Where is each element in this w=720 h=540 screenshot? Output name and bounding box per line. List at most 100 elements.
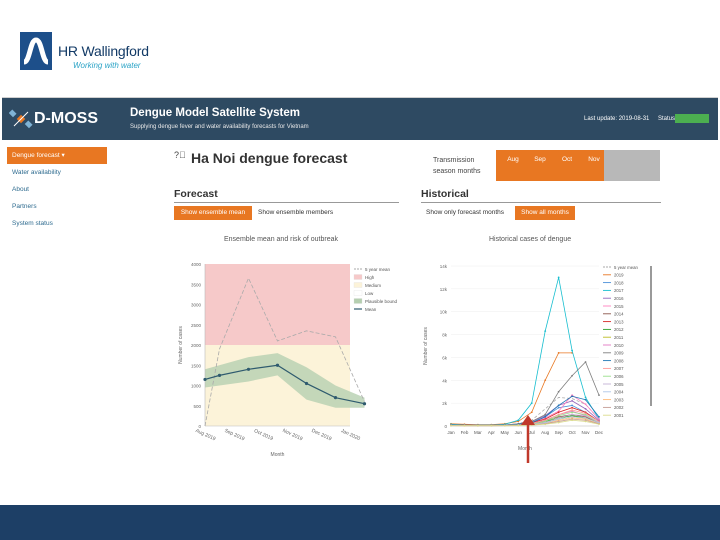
nav-item-about[interactable]: About — [12, 186, 29, 193]
company-name: HR Wallingford — [58, 43, 149, 59]
forecast-x-tick-label: Nov 2019 — [281, 428, 303, 443]
month-button-empty-2[interactable] — [632, 150, 660, 181]
history-point — [571, 411, 573, 414]
history-point — [571, 404, 573, 407]
history-point — [530, 402, 533, 405]
history-point — [584, 396, 587, 399]
history-point — [503, 424, 506, 427]
app-subtitle: Supplying dengue fever and water availab… — [130, 124, 309, 130]
slide-footer-band — [0, 505, 720, 540]
history-point — [571, 349, 573, 352]
history-point — [530, 411, 533, 414]
history-point — [571, 374, 573, 377]
forecast-divider — [174, 202, 399, 203]
history-legend-label: 2002 — [614, 405, 624, 410]
history-x-tick-label: May — [501, 430, 510, 435]
legend-label: Plausible bound — [365, 299, 398, 304]
mean-point — [203, 377, 207, 382]
history-legend-label: 2013 — [614, 319, 624, 324]
forecast-y-tick-label: 1000 — [191, 384, 202, 389]
history-point — [571, 406, 573, 409]
series-line-5-year-mean — [204, 277, 365, 427]
history-point — [517, 419, 520, 422]
history-point — [571, 409, 573, 411]
history-point — [557, 276, 560, 279]
history-point — [517, 424, 520, 427]
history-point — [598, 423, 600, 426]
nav-item-partners[interactable]: Partners — [12, 203, 37, 210]
mean-point — [217, 373, 222, 377]
help-circle-icon[interactable]: ?⃝ — [174, 150, 186, 160]
history-x-tick-label: Oct — [569, 430, 577, 435]
show-all-months-button[interactable]: Show all months — [515, 206, 575, 220]
history-point — [544, 423, 547, 426]
history-point — [584, 407, 587, 410]
dmoss-logo[interactable]: D-MOSS — [9, 104, 119, 134]
historical-divider — [421, 202, 661, 203]
history-point — [544, 330, 547, 333]
hr-wallingford-wave-icon — [20, 32, 52, 70]
history-legend-label: 2001 — [614, 413, 624, 418]
nav-item-dengue-forecast[interactable]: Dengue forecast ▾ — [7, 147, 107, 164]
history-point — [584, 361, 587, 363]
mean-point — [333, 396, 338, 400]
nav-item-water-availability[interactable]: Water availability — [12, 169, 61, 176]
history-x-tick-label: Feb — [461, 430, 469, 435]
month-button-empty-1[interactable] — [604, 150, 632, 181]
history-y-tick-label: 6k — [442, 355, 448, 360]
nav-item-system-status[interactable]: System status — [12, 220, 53, 227]
history-legend-label: 2012 — [614, 327, 624, 332]
history-point — [477, 424, 479, 427]
history-x-tick-label: Jan — [447, 430, 455, 435]
history-point — [584, 414, 587, 417]
show-ensemble-members-button[interactable]: Show ensemble members — [258, 209, 334, 216]
history-x-tick-label: Sep — [555, 430, 564, 435]
history-point — [571, 395, 573, 398]
show-forecast-months-button[interactable]: Show only forecast months — [426, 209, 505, 216]
slide-spacer — [0, 475, 720, 505]
forecast-y-tick-label: 1500 — [191, 363, 202, 368]
history-legend-label: 2014 — [614, 312, 624, 317]
history-point — [557, 414, 560, 417]
history-legend-label: 2017 — [614, 288, 624, 293]
history-point — [598, 418, 600, 421]
history-legend-label: 5 year mean — [614, 265, 638, 270]
hr-wallingford-logo: HR Wallingford Working with water — [20, 32, 149, 74]
history-legend-label: 2010 — [614, 343, 624, 348]
history-point — [557, 390, 560, 393]
history-y-tick-label: 14k — [440, 264, 448, 269]
forecast-x-tick-label: Oct 2019 — [253, 428, 274, 442]
history-legend-label: 2005 — [614, 382, 624, 387]
status-label: Status: — [658, 116, 677, 122]
historical-cases-chart: 0 2k 4k 6k 8k 10k 12k 14k Jan Feb Mar Apr May Jun Jul A… — [423, 264, 652, 452]
history-point — [584, 403, 587, 406]
history-point — [557, 411, 560, 414]
history-point — [463, 424, 466, 427]
history-x-tick-label: Jul — [529, 430, 535, 435]
app-logo-text: D-MOSS — [34, 110, 98, 127]
legend-label: High — [365, 275, 375, 280]
forecast-x-tick-label: Aug 2019 — [194, 428, 216, 443]
sidebar-nav: Dengue forecast ▾ Water availability Abo… — [7, 147, 107, 232]
legend-swatch — [353, 274, 363, 280]
history-y-tick-label: 8k — [442, 333, 448, 338]
forecast-title: Forecast — [174, 188, 218, 200]
history-y-tick-label: 2k — [442, 401, 448, 406]
ensemble-forecast-chart: 0 500 1000 1500 2000 2500 3000 3500 4000 Aug 2019… — [178, 262, 398, 458]
forecast-y-tick-label: 2500 — [191, 323, 202, 328]
history-x-axis-title: Month — [518, 446, 532, 452]
legend-label: Mean — [365, 307, 377, 312]
history-point — [544, 379, 547, 382]
company-tagline: Working with water — [73, 61, 141, 70]
history-x-tick-label: Nov — [582, 430, 591, 435]
forecast-y-tick-label: 3500 — [191, 282, 202, 287]
forecast-chart-title: Ensemble mean and risk of outbreak — [224, 236, 339, 243]
history-line-5-year-mean — [450, 397, 600, 426]
mean-point — [275, 363, 280, 367]
history-legend-label: 2018 — [614, 280, 624, 285]
red-arrow-annotation — [521, 415, 535, 463]
status-badge — [675, 114, 709, 123]
history-legend-label: 2007 — [614, 366, 624, 371]
show-ensemble-mean-button[interactable]: Show ensemble mean — [174, 206, 252, 220]
